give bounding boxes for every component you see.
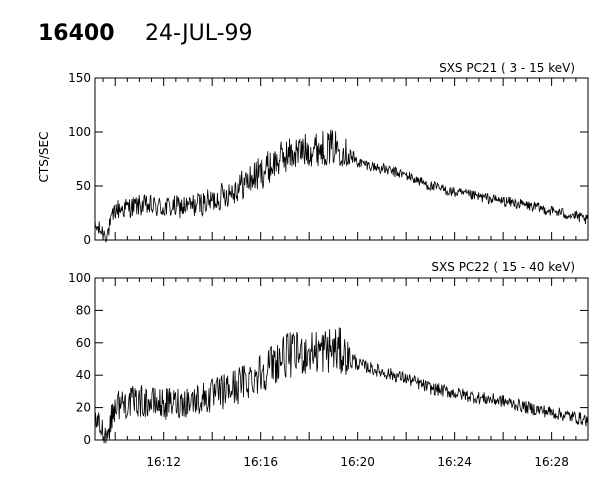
pc21-panel: SXS PC21 ( 3 - 15 keV) CTS/SEC 0 50 100 150 xyxy=(37,61,589,247)
x-tick-label: 16:28 xyxy=(534,455,569,469)
plot-frame xyxy=(94,77,589,241)
y-tick-label: 50 xyxy=(76,179,91,193)
pc22-title: SXS PC22 ( 15 - 40 keV) xyxy=(431,260,575,274)
y-tick-label: 60 xyxy=(76,336,91,350)
event-number: 16400 xyxy=(38,21,115,46)
y-tick-label: 0 xyxy=(83,433,91,447)
y-tick-label: 20 xyxy=(76,401,91,415)
x-tick-label: 16:12 xyxy=(146,455,181,469)
x-tick-label: 16:24 xyxy=(437,455,472,469)
y-tick-label: 150 xyxy=(68,71,91,85)
count-rate-series xyxy=(94,129,589,243)
y-axis-label: CTS/SEC xyxy=(37,132,51,183)
pc22-panel: SXS PC22 ( 15 - 40 keV) 0 20 40 60 80 100 16:1… xyxy=(68,260,589,469)
y-tick-label: 40 xyxy=(76,368,91,382)
plot-frame xyxy=(94,277,589,441)
y-tick-label: 80 xyxy=(76,303,91,317)
y-tick-label: 0 xyxy=(83,233,91,247)
pc21-title: SXS PC21 ( 3 - 15 keV) xyxy=(439,61,575,75)
x-tick-label: 16:20 xyxy=(340,455,375,469)
x-tick-label: 16:16 xyxy=(243,455,278,469)
observation-date: 24-JUL-99 xyxy=(145,21,253,46)
y-tick-label: 100 xyxy=(68,125,91,139)
count-rate-series xyxy=(94,327,589,444)
y-tick-label: 100 xyxy=(68,271,91,285)
